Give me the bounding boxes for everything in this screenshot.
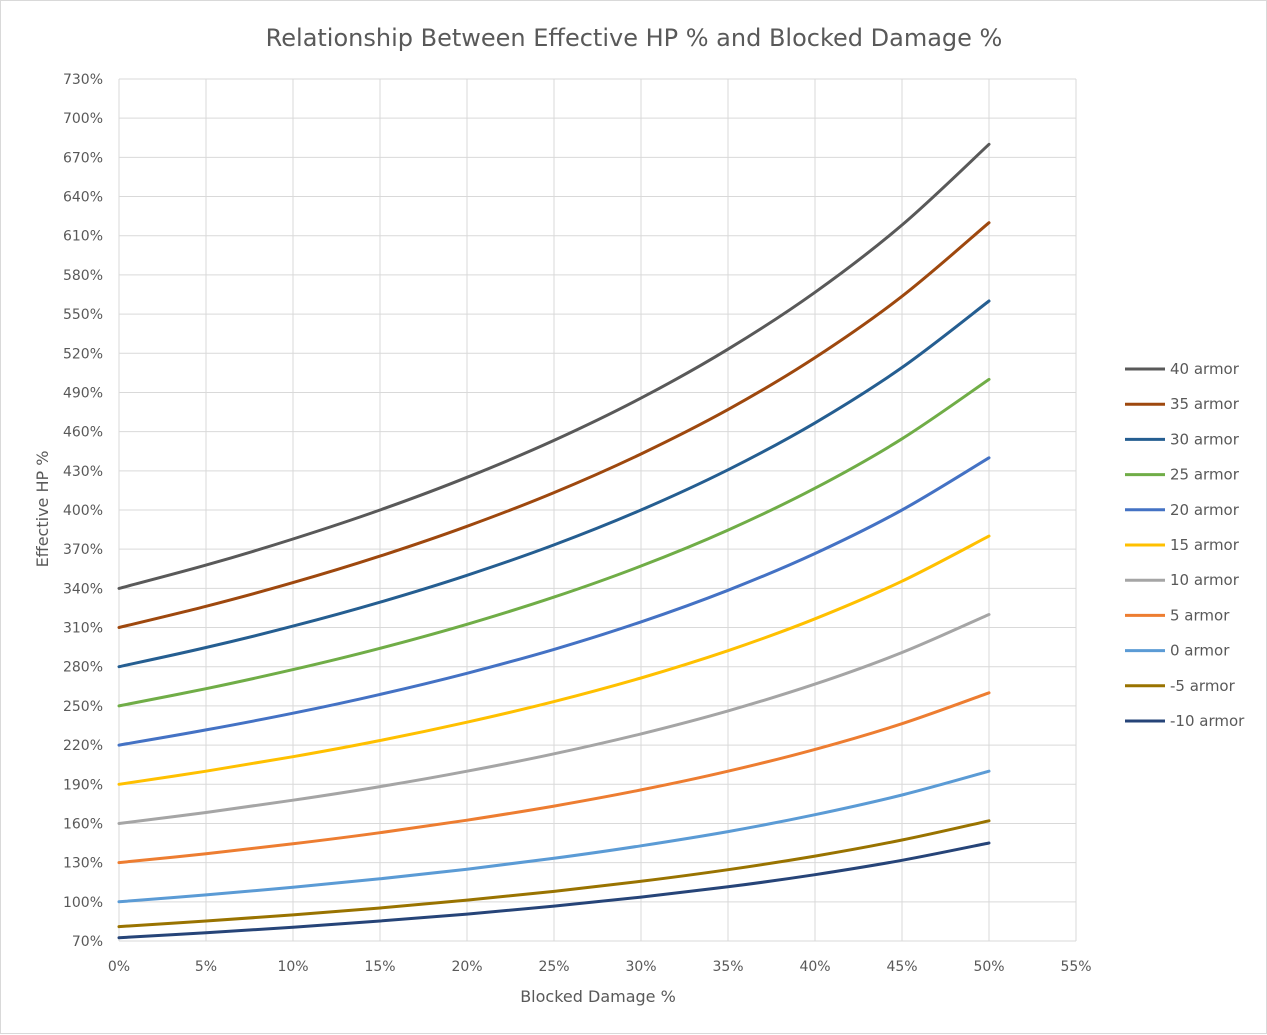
y-tick-label: 100% xyxy=(63,895,103,911)
y-tick-label: 460% xyxy=(63,425,103,441)
series-line-10-armor xyxy=(117,613,991,825)
series-line-5-armor xyxy=(117,691,991,865)
series-line-25-armor xyxy=(117,377,991,708)
series-lines xyxy=(117,142,991,940)
x-tick-label: 20% xyxy=(451,959,482,975)
y-tick-label: 580% xyxy=(63,268,103,284)
legend-label-35-armor: 35 armor xyxy=(1170,395,1240,413)
x-tick-label: 25% xyxy=(538,959,569,975)
x-axis-ticks: 0% 5% 10% 15% 20% 25% 30% 35% 40% 45% 50% 55% xyxy=(108,959,1092,975)
legend-label-15-armor: 15 armor xyxy=(1170,536,1240,554)
x-tick-label: 15% xyxy=(364,959,395,975)
y-tick-label: 250% xyxy=(63,699,103,715)
y-tick-label: 70% xyxy=(72,934,103,950)
y-tick-label: 370% xyxy=(63,542,103,558)
x-tick-label: 55% xyxy=(1060,959,1091,975)
y-tick-label: 640% xyxy=(63,190,103,206)
legend-label-5-armor: 5 armor xyxy=(1170,606,1230,624)
y-tick-label: 400% xyxy=(63,503,103,519)
legend-label-30-armor: 30 armor xyxy=(1170,430,1240,448)
series-line-40-armor xyxy=(117,142,991,590)
legend-label-10-armor: 10 armor xyxy=(1170,571,1240,589)
x-tick-label: 40% xyxy=(799,959,830,975)
x-tick-label: 30% xyxy=(625,959,656,975)
x-tick-label: 10% xyxy=(277,959,308,975)
y-tick-label: 160% xyxy=(63,816,103,832)
y-axis-title: Effective HP % xyxy=(33,451,52,568)
y-tick-label: 220% xyxy=(63,738,103,754)
legend: 40 armor 35 armor 30 armor 25 armor 20 armor… xyxy=(1125,360,1245,730)
x-tick-label: 45% xyxy=(886,959,917,975)
y-tick-label: 280% xyxy=(63,660,103,676)
chart-title: Relationship Between Effective HP % and … xyxy=(266,24,1003,52)
y-tick-label: 730% xyxy=(63,72,103,88)
x-axis-title: Blocked Damage % xyxy=(520,987,676,1006)
series-line-minus-5-armor xyxy=(117,819,991,929)
y-tick-label: 670% xyxy=(63,150,103,166)
gridlines xyxy=(118,78,1077,942)
legend-label-minus-10-armor: -10 armor xyxy=(1170,712,1245,730)
y-tick-label: 700% xyxy=(63,111,103,127)
y-axis-ticks: 70% 100% 130% 160% 190% 220% 250% 280% 310% 340% 3… xyxy=(63,72,103,950)
series-line-20-armor xyxy=(117,456,991,747)
legend-label-20-armor: 20 armor xyxy=(1170,501,1240,519)
y-tick-label: 610% xyxy=(63,229,103,245)
legend-label-0-armor: 0 armor xyxy=(1170,642,1230,660)
y-tick-label: 340% xyxy=(63,581,103,597)
x-tick-label: 50% xyxy=(973,959,1004,975)
x-tick-label: 35% xyxy=(712,959,743,975)
y-tick-label: 550% xyxy=(63,307,103,323)
x-tick-label: 5% xyxy=(195,959,217,975)
series-line-0-armor xyxy=(117,769,991,904)
y-tick-label: 310% xyxy=(63,621,103,637)
y-tick-label: 190% xyxy=(63,777,103,793)
series-line-30-armor xyxy=(117,299,991,669)
y-tick-label: 130% xyxy=(63,856,103,872)
y-tick-label: 520% xyxy=(63,346,103,362)
series-line-15-armor xyxy=(117,534,991,786)
x-tick-label: 0% xyxy=(108,959,130,975)
series-line-minus-10-armor xyxy=(117,841,991,940)
legend-label-25-armor: 25 armor xyxy=(1170,466,1240,484)
legend-label-40-armor: 40 armor xyxy=(1170,360,1240,378)
y-tick-label: 490% xyxy=(63,385,103,401)
legend-label-minus-5-armor: -5 armor xyxy=(1170,677,1236,695)
y-tick-label: 430% xyxy=(63,464,103,480)
series-line-35-armor xyxy=(117,221,991,629)
